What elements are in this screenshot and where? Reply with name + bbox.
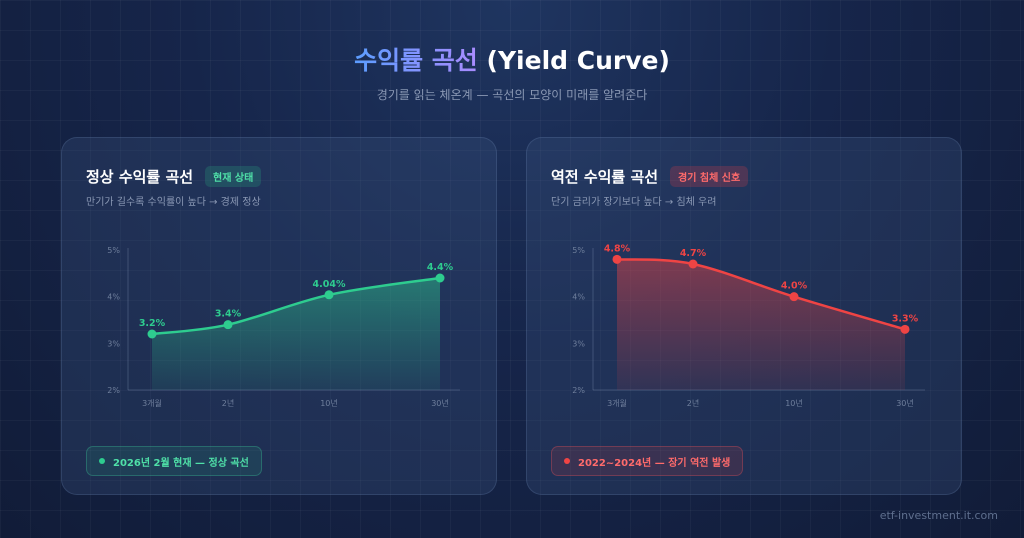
- data-label: 3.2%: [139, 318, 166, 329]
- normal-yield-chart: 2% 3% 4% 5% 3개월 2년 10년 30년 3.2% 3.4% 4.04% 4.4%: [107, 246, 460, 408]
- title-accent: 수익률 곡선: [354, 46, 478, 75]
- y-tick-label: 5%: [107, 246, 120, 255]
- data-label: 4.04%: [313, 279, 346, 290]
- area-fill: [152, 278, 440, 390]
- data-point: [223, 320, 233, 330]
- page-subtitle: 경기를 읽는 체온계 — 곡선의 모양이 미래를 알려준다: [376, 88, 648, 102]
- y-tick-label: 4%: [107, 293, 120, 302]
- status-note-text: 2026년 2월 현재 — 정상 곡선: [113, 457, 249, 469]
- card-header: 역전 수익률 곡선 경기 침체 신호: [551, 166, 749, 187]
- status-note-text: 2022~2024년 — 장기 역전 발생: [578, 457, 731, 469]
- x-tick-label: 10년: [320, 398, 338, 408]
- normal-curve-card: 정상 수익률 곡선 현재 상태 만기가 길수록 수익률이 높다 → 경제 정상 …: [61, 137, 497, 495]
- data-point: [900, 324, 910, 334]
- series-line: [150, 276, 442, 336]
- data-point: [612, 254, 622, 264]
- x-tick-label: 3개월: [607, 398, 627, 408]
- data-point: [435, 273, 445, 283]
- data-point: [324, 290, 334, 300]
- data-label: 3.3%: [892, 313, 919, 324]
- status-dot-icon: [99, 458, 105, 464]
- data-point: [789, 292, 799, 302]
- x-tick-label: 2년: [222, 398, 234, 408]
- x-tick-label: 10년: [785, 398, 803, 408]
- status-note: 2026년 2월 현재 — 정상 곡선: [86, 446, 262, 476]
- y-tick-label: 4%: [572, 293, 585, 302]
- data-label: 4.0%: [781, 281, 808, 292]
- card-title: 정상 수익률 곡선: [86, 168, 194, 186]
- y-tick-label: 5%: [572, 246, 585, 255]
- area-fill: [617, 259, 905, 390]
- y-tick-label: 2%: [107, 386, 120, 395]
- data-label: 4.7%: [680, 248, 707, 259]
- data-point: [147, 329, 157, 339]
- y-tick-label: 3%: [572, 339, 585, 348]
- x-tick-label: 2년: [687, 398, 699, 408]
- card-title: 역전 수익률 곡선: [551, 168, 659, 186]
- x-tick-label: 30년: [431, 398, 449, 408]
- title-rest: (Yield Curve): [486, 46, 670, 75]
- status-dot-icon: [564, 458, 570, 464]
- site-watermark: etf-investment.it.com: [879, 509, 998, 522]
- data-label: 4.4%: [427, 262, 454, 273]
- card-description: 단기 금리가 장기보다 높다 → 침체 우려: [551, 197, 717, 208]
- card-header: 정상 수익률 곡선 현재 상태: [86, 166, 262, 187]
- status-badge: 현재 상태: [205, 166, 262, 187]
- x-tick-label: 3개월: [142, 398, 162, 408]
- data-label: 4.8%: [604, 243, 631, 254]
- warning-badge: 경기 침체 신호: [670, 166, 749, 187]
- page-title: 수익률 곡선 (Yield Curve): [0, 41, 1024, 77]
- card-description: 만기가 길수록 수익률이 높다 → 경제 정상: [86, 197, 261, 208]
- inverted-yield-chart: 2% 3% 4% 5% 3개월 2년 10년 30년 4.8% 4.7% 4.0% 3.3%: [572, 243, 925, 408]
- y-tick-label: 2%: [572, 386, 585, 395]
- data-point: [688, 259, 698, 269]
- inverted-curve-card: 역전 수익률 곡선 경기 침체 신호 단기 금리가 장기보다 높다 → 침체 우…: [526, 137, 962, 495]
- x-tick-label: 30년: [896, 398, 914, 408]
- y-tick-label: 3%: [107, 339, 120, 348]
- series-line: [615, 258, 907, 331]
- data-label: 3.4%: [215, 309, 242, 320]
- status-note: 2022~2024년 — 장기 역전 발생: [551, 446, 744, 476]
